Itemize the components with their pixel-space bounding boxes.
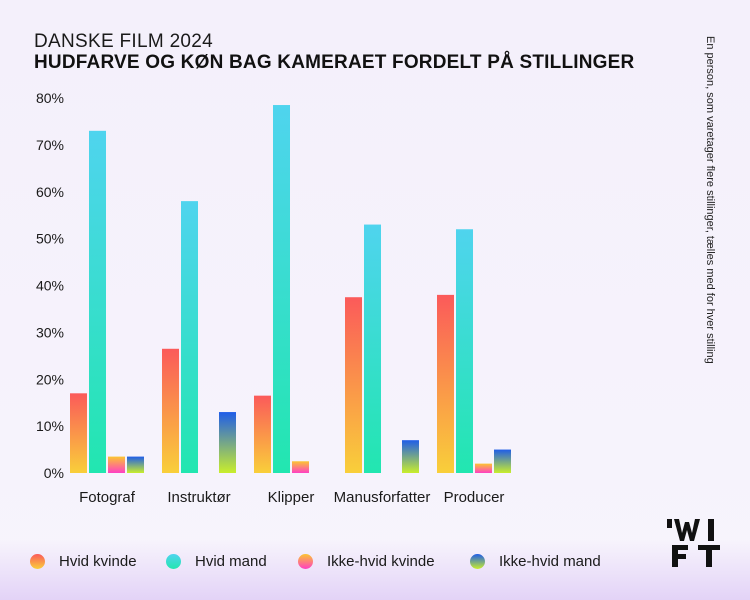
bar-ikke-hvid-kvinde: [475, 463, 492, 473]
legend-item-hvid-mand: Hvid mand: [166, 553, 267, 570]
legend-label: Ikke-hvid kvinde: [327, 553, 435, 570]
bar-hvid-mand: [456, 229, 473, 473]
y-axis: 0% 10% 20% 30% 40% 50% 60% 70% 80%: [36, 90, 64, 481]
y-tick-label: 70%: [36, 137, 64, 153]
bar-ikke-hvid-kvinde: [108, 456, 125, 473]
y-tick-label: 0%: [44, 465, 64, 481]
legend-swatch: [166, 554, 181, 569]
bars: [70, 105, 511, 473]
x-tick-label: Instruktør: [167, 489, 230, 506]
legend-swatch: [298, 554, 313, 569]
bar-hvid-kvinde: [437, 294, 454, 473]
legend-item-ikke-hvid-kvinde: Ikke-hvid kvinde: [298, 553, 435, 570]
bar-hvid-kvinde: [345, 297, 362, 473]
x-tick-label: Manusforfatter: [334, 489, 431, 506]
legend-label: Hvid kvinde: [59, 553, 137, 570]
y-tick-label: 20%: [36, 371, 64, 387]
y-tick-label: 80%: [36, 90, 64, 106]
bar-hvid-kvinde: [254, 395, 271, 473]
chart-title: HUDFARVE OG KØN BAG KAMERAET FORDELT PÅ …: [34, 52, 635, 73]
legend-swatch: [470, 554, 485, 569]
side-note: En person, som varetager flere stillinge…: [704, 36, 716, 364]
bar-hvid-mand: [273, 105, 290, 473]
bar-ikke-hvid-mand: [402, 440, 419, 473]
bar-hvid-mand: [89, 130, 106, 473]
y-tick-label: 40%: [36, 278, 64, 294]
bar-hvid-kvinde: [70, 393, 87, 473]
x-axis: Fotograf Instruktør Klipper Manusforfatter P…: [79, 489, 504, 506]
y-tick-label: 50%: [36, 231, 64, 247]
bottom-glow: [0, 540, 750, 600]
legend-item-hvid-kvinde: Hvid kvinde: [30, 553, 137, 570]
bar-hvid-mand: [181, 201, 198, 473]
y-tick-label: 60%: [36, 184, 64, 200]
legend-label: Ikke-hvid mand: [499, 553, 601, 570]
legend: Hvid kvinde Hvid mand Ikke-hvid kvinde I…: [30, 553, 601, 573]
bar-ikke-hvid-mand: [494, 449, 511, 473]
legend-item-ikke-hvid-mand: Ikke-hvid mand: [470, 553, 601, 570]
x-tick-label: Klipper: [268, 489, 315, 506]
bar-ikke-hvid-kvinde: [292, 461, 309, 473]
legend-label: Hvid mand: [195, 553, 267, 570]
y-tick-label: 30%: [36, 324, 64, 340]
x-tick-label: Fotograf: [79, 489, 136, 506]
bar-ikke-hvid-mand: [127, 456, 144, 473]
x-tick-label: Producer: [444, 489, 505, 506]
y-tick-label: 10%: [36, 418, 64, 434]
bar-ikke-hvid-mand: [219, 412, 236, 473]
legend-swatch: [30, 554, 45, 569]
chart-subtitle: DANSKE FILM 2024: [34, 31, 214, 52]
bar-hvid-kvinde: [162, 348, 179, 473]
bar-hvid-mand: [364, 224, 381, 473]
wift-logo-icon: [667, 519, 720, 567]
